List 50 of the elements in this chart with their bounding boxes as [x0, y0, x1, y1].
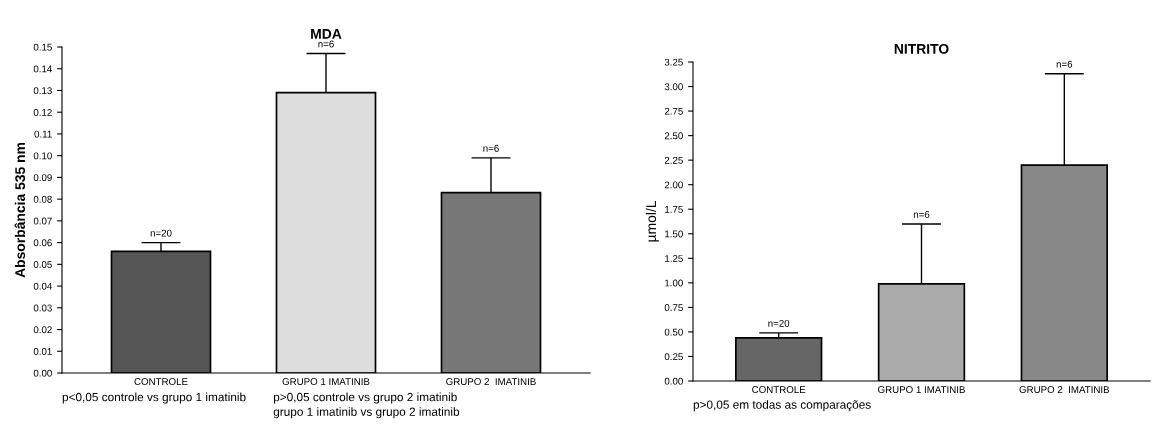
y-tick-label: 0.05: [33, 261, 52, 268]
annotation: n=20: [150, 229, 172, 237]
y-tick-label: 3.25: [664, 58, 683, 66]
y-tick-label: 0.75: [664, 304, 683, 311]
y-tick-label: 0.50: [664, 328, 683, 336]
y-tick-label: 2.00: [664, 181, 683, 189]
annotation: n=6: [483, 144, 499, 152]
x-tick-label: GRUPO 1 IMATINIB: [282, 378, 370, 385]
y-tick-label: 0.01: [33, 348, 52, 355]
y-tick-label: 0.06: [33, 239, 52, 247]
annotation: n=20: [768, 319, 790, 327]
y-tick-label: 2.25: [664, 156, 683, 164]
text: p>0,05 controle vs grupo 2 imatinib: [273, 392, 457, 404]
x-tick-label: GRUPO 1 IMATINIB: [878, 386, 965, 393]
y-tick-label: 0.03: [33, 304, 52, 312]
y-tick-label: 0.13: [33, 87, 52, 95]
x-tick-label: GRUPO 2 IMATINIB: [446, 378, 536, 385]
y-tick-label: 0.14: [33, 65, 52, 73]
y-tick-label: 3.00: [664, 83, 683, 91]
x-tick-label: CONTROLE: [134, 378, 188, 385]
x-tick-label: CONTROLE: [752, 386, 806, 393]
y-tick-label: 0.11: [34, 130, 52, 138]
y-tick-label: 2.75: [664, 107, 683, 115]
y-tick-label: 0.09: [33, 174, 52, 182]
y-tick-label: 1.50: [665, 230, 683, 238]
y-tick-label: 0.07: [33, 217, 52, 225]
y-tick-label: 1.75: [665, 206, 683, 213]
text: p>0,05 em todas as comparações: [693, 400, 871, 412]
y-tick-label: 0.00: [664, 377, 683, 385]
y-tick-label: 0.08: [33, 195, 52, 203]
y-tick-label: 0.15: [33, 43, 52, 51]
y-tick-label: 1.00: [665, 279, 683, 287]
y-tick-label: 0.04: [33, 282, 52, 290]
x-tick-label: GRUPO 2 IMATINIB: [1019, 386, 1110, 393]
annotation: n=6: [318, 40, 334, 48]
y-tick-label: 1.25: [665, 255, 683, 262]
y-tick-label: 0.02: [33, 326, 52, 334]
annotation: n=6: [1056, 60, 1073, 68]
y-tick-label: 0.00: [33, 369, 52, 377]
y-axis-title: µmol/L: [645, 200, 659, 242]
y-axis-title: Absorbância 535 nm: [14, 142, 26, 278]
y-tick-label: 0.25: [664, 353, 683, 361]
text: grupo 1 imatinib vs grupo 2 imatinib: [273, 407, 460, 419]
y-tick-label: 2.50: [664, 132, 683, 140]
y-tick-label: 0.10: [33, 152, 52, 160]
chart-title: NITRITO: [894, 43, 949, 54]
annotation: n=6: [913, 210, 930, 218]
text: p<0,05 controle vs grupo 1 imatinib: [62, 392, 246, 404]
y-tick-label: 0.12: [33, 108, 52, 116]
chart-title: MDA: [311, 29, 342, 39]
